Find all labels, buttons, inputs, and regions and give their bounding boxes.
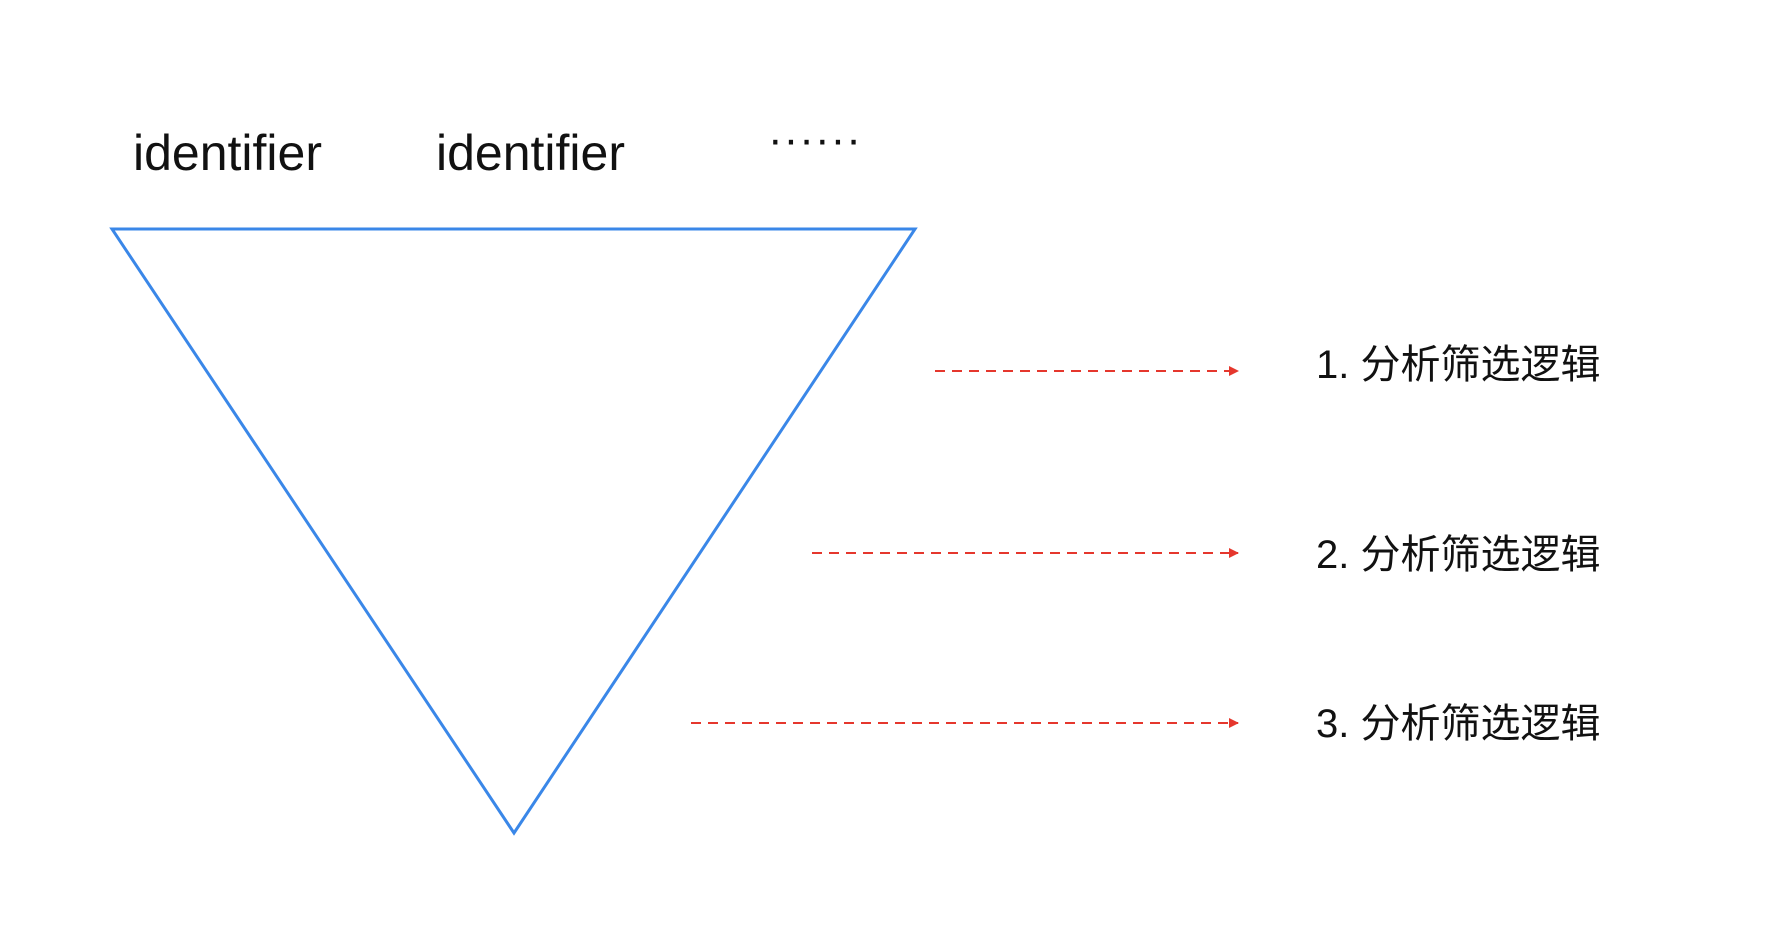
step-3-label: 3. 分析筛选逻辑 [1316,702,1601,746]
step-1-label: 1. 分析筛选逻辑 [1316,343,1601,387]
funnel-triangle [109,227,918,836]
identifier-label-1: identifier [133,125,322,181]
step-2-label: 2. 分析筛选逻辑 [1316,533,1601,577]
ellipsis-label: ······ [768,115,862,164]
identifier-label-2: identifier [436,125,625,181]
